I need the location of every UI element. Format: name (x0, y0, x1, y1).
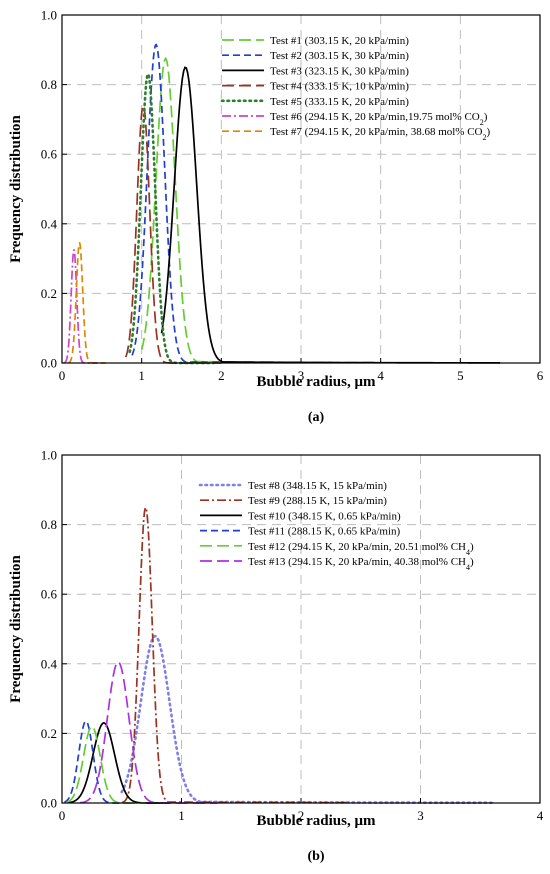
y-tick-label: 0.2 (41, 726, 57, 741)
legend-entry-5: Test #12 (294.15 K, 20 kPa/min, 20.51 mo… (248, 541, 474, 557)
x-tick-label: 0 (59, 368, 66, 383)
legend-text: Test #9 (288.15 K, 15 kPa/min) (248, 495, 387, 507)
legend-text: Test #10 (348.15 K, 0.65 kPa/min) (248, 510, 401, 522)
y-tick-label: 1.0 (41, 8, 57, 23)
legend-subscript: 4 (466, 547, 470, 556)
legend-entry-5: Test #5 (333.15 K, 20 kPa/min) (270, 96, 409, 108)
legend-text: Test #7 (294.15 K, 20 kPa/min, 38.68 mol… (270, 126, 483, 138)
legend-entry-4: Test #4 (333.15 K, 10 kPa/min) (270, 81, 409, 93)
series-line-5 (66, 725, 146, 804)
series-line-5 (128, 72, 215, 365)
series-line-7 (68, 242, 106, 364)
x-tick-label: 1 (138, 368, 145, 383)
legend-entry-3: Test #3 (323.15 K, 30 kPa/min) (270, 65, 409, 77)
legend-text: Test #5 (333.15 K, 20 kPa/min) (270, 96, 409, 108)
x-tick-label: 1 (178, 808, 185, 823)
y-tick-label: 0.0 (41, 796, 57, 811)
y-axis-label: Frequency distribution (8, 555, 24, 703)
x-tick-label: 6 (537, 368, 544, 383)
x-tick-label: 2 (218, 368, 225, 383)
legend-closing: ) (470, 556, 474, 568)
legend-entry-2: Test #9 (288.15 K, 15 kPa/min) (248, 495, 387, 507)
legend-subscript: 2 (483, 133, 487, 142)
legend-text: Test #1 (303.15 K, 20 kPa/min) (270, 35, 409, 47)
legend-subscript: 2 (480, 118, 484, 127)
legend-text: Test #11 (288.15 K, 0.65 kPa/min) (248, 526, 401, 538)
series-line-4 (64, 720, 134, 804)
legend-text: Test #4 (333.15 K, 10 kPa/min) (270, 81, 409, 93)
series-line-1 (120, 634, 494, 805)
legend-text: Test #8 (348.15 K, 15 kPa/min) (248, 480, 387, 492)
x-axis-label: Bubble radius, μm (257, 374, 376, 390)
y-tick-label: 0.2 (41, 286, 57, 301)
panel-label: (b) (307, 849, 324, 864)
y-tick-label: 0.4 (41, 656, 58, 671)
legend-entry-7: Test #7 (294.15 K, 20 kPa/min, 38.68 mol… (270, 126, 491, 142)
legend-entry-3: Test #10 (348.15 K, 0.65 kPa/min) (248, 510, 401, 522)
x-tick-label: 4 (377, 368, 384, 383)
x-tick-label: 2 (298, 808, 305, 823)
y-tick-label: 0.8 (41, 517, 57, 532)
legend-closing: ) (487, 126, 491, 138)
legend-closing: ) (484, 111, 488, 123)
x-tick-label: 4 (537, 808, 544, 823)
legend-entry-4: Test #11 (288.15 K, 0.65 kPa/min) (248, 526, 401, 538)
y-tick-label: 0.6 (41, 587, 58, 602)
legend-text: Test #13 (294.15 K, 20 kPa/min, 40.38 mo… (248, 556, 466, 568)
legend: Test #1 (303.15 K, 20 kPa/min) Test #2 (3… (220, 35, 491, 142)
y-axis-label: Frequency distribution (8, 115, 24, 263)
legend-text: Test #2 (303.15 K, 30 kPa/min) (270, 50, 409, 62)
y-tick-label: 0.4 (41, 216, 58, 231)
legend-text: Test #3 (323.15 K, 30 kPa/min) (270, 65, 409, 77)
legend-entry-1: Test #8 (348.15 K, 15 kPa/min) (248, 480, 387, 492)
chart-panel-b: 0 1 2 3 4 0.0 0.2 0.4 0.6 0.8 1.0 Bubble radius, μm… (8, 448, 544, 865)
legend-entry-6: Test #13 (294.15 K, 20 kPa/min, 40.38 mo… (248, 556, 474, 572)
chart-panel-a: 0 1 2 3 4 5 6 0.0 0.2 0.4 0.6 0.8 1.0 Bubble radius, … (8, 8, 544, 426)
series-line-6 (79, 661, 218, 804)
legend-entry-2: Test #2 (303.15 K, 30 kPa/min) (270, 50, 409, 62)
legend-entry-1: Test #1 (303.15 K, 20 kPa/min) (270, 35, 409, 47)
x-tick-label: 0 (59, 808, 66, 823)
x-tick-label: 5 (457, 368, 464, 383)
y-tick-label: 0.0 (41, 356, 57, 371)
x-tick-label: 3 (298, 368, 305, 383)
legend-text: Test #12 (294.15 K, 20 kPa/min, 20.51 mo… (248, 541, 466, 553)
y-tick-label: 0.8 (41, 77, 57, 92)
x-tick-label: 3 (417, 808, 424, 823)
y-tick-label: 0.6 (41, 147, 58, 162)
x-axis-label: Bubble radius, μm (257, 813, 376, 829)
y-tick-label: 1.0 (41, 448, 57, 463)
legend-closing: ) (470, 541, 474, 553)
legend: Test #8 (348.15 K, 15 kPa/min) Test #9 (2… (198, 480, 474, 572)
legend-entry-6: Test #6 (294.15 K, 20 kPa/min,19.75 mol%… (270, 111, 488, 127)
series-line-6 (63, 248, 98, 364)
legend-subscript: 4 (466, 563, 470, 572)
panel-label: (a) (308, 410, 325, 425)
legend-text: Test #6 (294.15 K, 20 kPa/min,19.75 mol%… (270, 111, 480, 123)
